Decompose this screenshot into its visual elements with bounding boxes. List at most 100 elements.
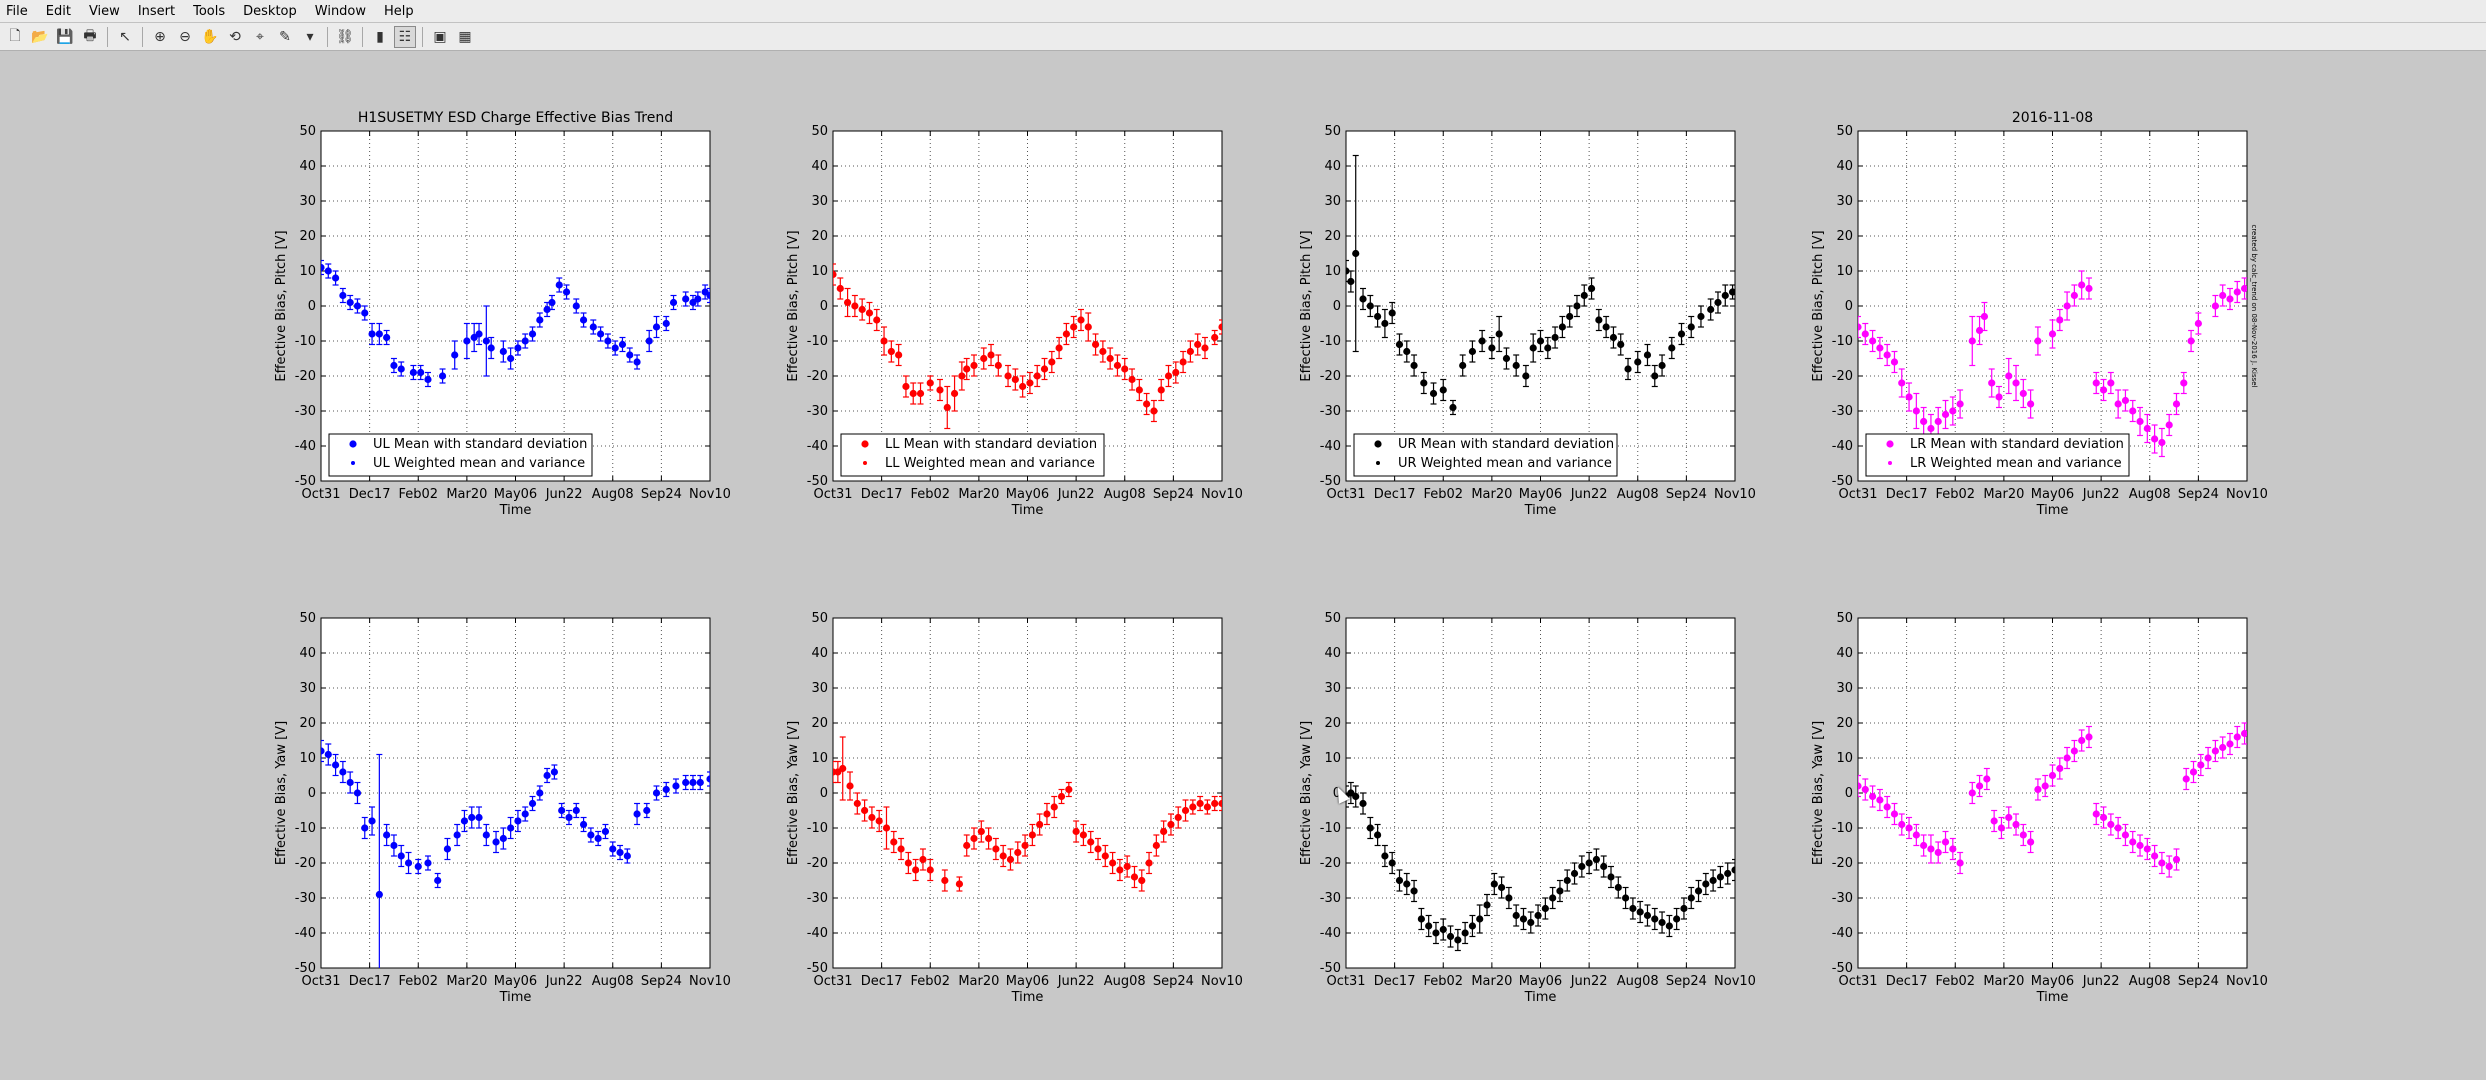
rotate-3d-icon[interactable]: ⟲ — [229, 28, 241, 45]
x-tick-label: Jun22 — [545, 487, 583, 502]
brush-icon[interactable]: ✎ — [279, 28, 291, 45]
y-tick-label: 10 — [299, 264, 316, 279]
legend-icon[interactable]: ☷ — [394, 25, 416, 48]
legend-box — [1865, 433, 2130, 477]
data-point — [645, 337, 653, 345]
data-point — [662, 785, 670, 794]
data-point — [2056, 316, 2064, 324]
data-point — [1495, 330, 1503, 338]
data-point — [1927, 845, 1935, 853]
menu-edit[interactable]: Edit — [45, 3, 71, 19]
data-point — [324, 267, 332, 275]
zoom-in-icon[interactable]: ⊕ — [154, 28, 166, 45]
x-tick-label: Sep24 — [1666, 487, 1707, 502]
show-plot-tools-icon[interactable]: ▦ — [458, 28, 472, 45]
data-point — [2219, 291, 2227, 300]
data-point — [562, 288, 571, 296]
print-icon[interactable]: 🖶 — [83, 27, 97, 44]
y-tick-label: 20 — [811, 716, 828, 731]
colorbar-icon[interactable]: ▮ — [376, 28, 384, 45]
data-point — [397, 852, 405, 860]
data-point — [1724, 869, 1732, 878]
data-point — [1006, 855, 1015, 864]
menu-window[interactable]: Window — [314, 3, 367, 19]
data-point — [1135, 386, 1143, 394]
data-point — [1697, 312, 1705, 321]
axes-box — [1857, 130, 2248, 482]
x-tick-label: Sep24 — [1666, 974, 1707, 989]
data-point — [1643, 351, 1652, 359]
data-point — [1868, 792, 1877, 801]
data-point — [1997, 824, 2006, 832]
data-point — [1502, 354, 1511, 363]
y-tick-label: -30 — [295, 404, 316, 419]
x-tick-label: May06 — [2031, 974, 2074, 989]
data-point — [1033, 372, 1041, 380]
menu-desktop[interactable]: Desktop — [243, 3, 297, 19]
data-point — [1432, 929, 1440, 937]
data-point — [689, 778, 697, 787]
menu-help[interactable]: Help — [384, 3, 414, 19]
data-point — [2151, 435, 2159, 443]
x-tick-label: Feb02 — [398, 974, 438, 989]
x-tick-label: Dec17 — [1886, 487, 1928, 502]
open-folder-icon[interactable]: 📂 — [31, 28, 49, 45]
x-tick-label: Sep24 — [2178, 487, 2219, 502]
data-point — [2107, 820, 2115, 829]
new-file-icon[interactable]: 🗋 — [9, 27, 21, 44]
x-tick-label: Jun22 — [2082, 487, 2120, 502]
data-point — [1164, 372, 1173, 380]
x-tick-label: Aug08 — [592, 974, 634, 989]
menu-insert[interactable]: Insert — [137, 3, 176, 19]
data-point — [528, 330, 537, 338]
legend-entry: LR Mean with standard deviation — [1910, 437, 2124, 452]
data-point — [2219, 743, 2227, 752]
data-series — [1858, 722, 2247, 878]
menu-file[interactable]: File — [6, 3, 28, 19]
dropdown-arrow-icon[interactable]: ▾ — [306, 28, 314, 45]
zoom-out-icon[interactable]: ⊖ — [179, 28, 191, 45]
data-point — [926, 866, 934, 874]
data-point — [594, 834, 602, 843]
data-cursor-icon[interactable]: ⌖ — [256, 28, 264, 45]
data-point — [1609, 333, 1618, 342]
data-point — [1990, 817, 1998, 825]
pointer-icon[interactable]: ↖ — [119, 28, 131, 45]
data-point — [2136, 417, 2144, 426]
x-tick-label: May06 — [1519, 487, 1562, 502]
save-icon[interactable]: 💾 — [56, 28, 74, 45]
data-point — [499, 347, 507, 356]
data-point — [434, 876, 442, 885]
data-point — [424, 859, 432, 867]
legend-marker — [863, 461, 867, 465]
data-point — [1621, 894, 1630, 902]
data-point — [361, 309, 369, 317]
link-icon[interactable]: ⛓ — [336, 28, 354, 45]
data-point — [1595, 316, 1603, 324]
data-point — [1949, 845, 1957, 853]
data-point — [2114, 824, 2122, 832]
data-point — [521, 337, 529, 345]
data-point — [1410, 361, 1418, 370]
data-point — [1094, 845, 1102, 853]
hide-plot-tools-icon[interactable]: ▣ — [433, 28, 447, 45]
data-point — [1968, 337, 1976, 345]
menu-view[interactable]: View — [88, 3, 120, 19]
data-point — [1566, 312, 1574, 321]
y-tick-label: -20 — [1832, 856, 1853, 871]
data-point — [1905, 824, 1913, 832]
data-point — [1218, 323, 1222, 331]
data-point — [1956, 400, 1964, 408]
y-tick-label: 30 — [811, 681, 828, 696]
data-point — [1381, 319, 1389, 328]
data-point — [346, 298, 354, 307]
data-point — [1927, 424, 1935, 433]
data-point — [390, 361, 398, 370]
legend-marker — [349, 440, 357, 448]
data-point — [1352, 792, 1360, 801]
data-point — [514, 344, 522, 352]
data-point — [1629, 904, 1637, 913]
pan-hand-icon[interactable]: ✋ — [201, 28, 219, 45]
y-tick-label: -10 — [1320, 821, 1341, 836]
menu-tools[interactable]: Tools — [193, 3, 226, 19]
